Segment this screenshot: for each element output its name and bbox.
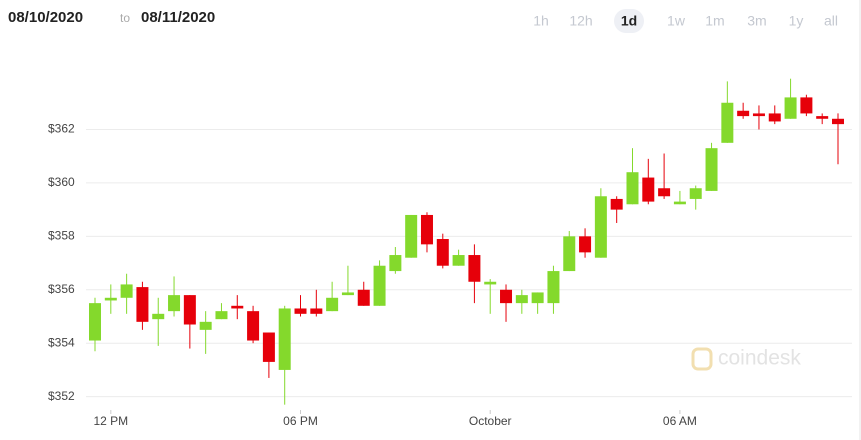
date-to-word: to [120,11,130,25]
candle-body [420,214,433,245]
range-button[interactable]: 1d [621,13,637,29]
y-tick-label: $360 [48,175,75,189]
candle-body [199,321,212,330]
candle-body [673,201,686,205]
candle-body [563,236,576,272]
range-button[interactable]: 1w [667,13,686,29]
y-tick-label: $356 [48,282,75,296]
candle-body [579,236,592,253]
candle-body [136,287,149,322]
candle-body [168,295,181,312]
candle-body [610,198,623,210]
candle-body [500,289,513,304]
watermark: coindesk [718,347,801,370]
candle-body [436,239,449,266]
x-tick-label: 06 AM [663,414,697,428]
candle-body [326,297,339,312]
candle-body [341,292,354,296]
candle-body [373,265,386,306]
candle-body [484,281,497,285]
date-from: 08/10/2020 [8,9,83,26]
candle-body [120,284,133,298]
candle-body [531,292,544,304]
candle-body [452,255,465,266]
range-button[interactable]: 12h [569,13,592,29]
candle-body [800,97,813,114]
date-to: 08/11/2020 [141,9,215,26]
candle-body [294,308,307,314]
candle-body [689,188,702,199]
candle-body [104,297,117,301]
candle-body [183,295,196,325]
candle-body [642,177,655,202]
y-tick-label: $352 [48,389,75,403]
candle-body [768,113,781,122]
x-tick-label: October [469,414,512,428]
candle-body [89,303,101,341]
candle-body [752,113,765,117]
candle-body [310,308,323,314]
range-button-bg [614,9,644,33]
candle-body [468,255,481,282]
candle-body [658,188,671,197]
candle-body [262,332,275,362]
candle-body [278,308,291,370]
candle-body [389,255,402,272]
candle-body [215,311,228,320]
range-button[interactable]: all [824,13,838,29]
candle-body [152,313,165,320]
range-button[interactable]: 1y [789,13,804,29]
candle-body [357,289,370,306]
candle-body [832,118,844,125]
range-button[interactable]: 3m [747,13,766,29]
candle-body [705,148,718,191]
candle-body [247,311,260,341]
candle-body [784,97,797,119]
candle-body [594,196,607,258]
candle-body [816,116,829,119]
x-tick-label: 12 PM [93,414,128,428]
candle-body [515,295,528,304]
candle-body [231,305,244,309]
candle-body [547,271,560,304]
range-button[interactable]: 1m [705,13,724,29]
watermark-logo [691,347,713,371]
range-button[interactable]: 1h [533,13,549,29]
candle-body [721,102,734,143]
y-tick-label: $362 [48,122,75,136]
candle-body [737,110,750,117]
y-tick-label: $354 [48,335,75,349]
x-tick-label: 06 PM [283,414,318,428]
candle-body [405,214,418,258]
y-tick-label: $358 [48,229,75,243]
candle-body [626,172,639,205]
